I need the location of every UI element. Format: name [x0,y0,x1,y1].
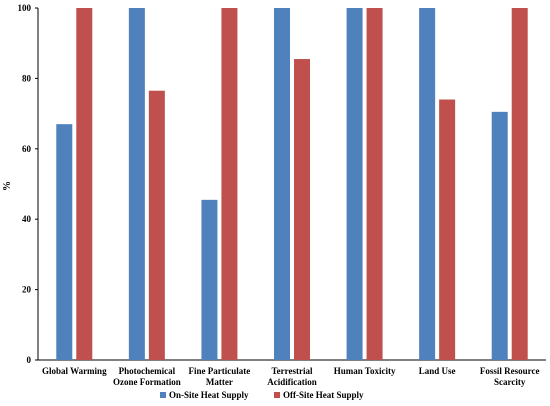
bar-on-site [346,8,363,360]
legend: On-Site Heat Supply Off-Site Heat Supply [160,390,364,400]
bar-off-site [439,99,456,361]
y-axis-ticks: 0 20 40 60 80 100 [18,3,38,365]
y-tick-label: 20 [22,285,32,295]
category-label: Global Warming [42,366,107,376]
legend-label: Off-Site Heat Supply [283,390,364,400]
bar-on-site [128,8,145,360]
y-tick-label: 40 [22,214,32,224]
category-label: Photochemical [119,366,176,376]
bar-on-site [491,111,508,360]
bar-on-site [419,8,436,360]
bar-off-site [366,8,383,360]
y-tick-label: 100 [18,3,32,13]
bar-on-site [56,124,73,360]
bar-on-site [201,199,218,360]
y-axis-label: % [2,181,13,191]
legend-swatch [274,392,280,398]
category-label: Ozone Formation [113,377,181,387]
bar-off-site [76,8,93,360]
category-label: Fine Particulate [189,366,251,376]
bar-off-site [294,59,310,360]
bar-off-site [221,8,238,360]
legend-label: On-Site Heat Supply [169,390,249,400]
category-label: Acidification [267,377,317,387]
category-label: Land Use [419,366,456,376]
category-label: Terrestrial [272,366,313,376]
chart-axes [37,8,546,361]
chart-bars [56,8,528,361]
bar-off-site [148,90,165,360]
category-label: Scarcity [494,377,526,387]
y-tick-label: 0 [27,355,32,365]
y-tick-label: 80 [22,73,32,83]
category-label: Fossil Resource [480,366,540,376]
category-label: Matter [206,377,233,387]
bar-on-site [274,8,290,360]
category-label: Human Toxicity [334,366,396,376]
bar-off-site [511,8,528,360]
legend-swatch [160,392,166,398]
y-tick-label: 60 [22,144,32,154]
